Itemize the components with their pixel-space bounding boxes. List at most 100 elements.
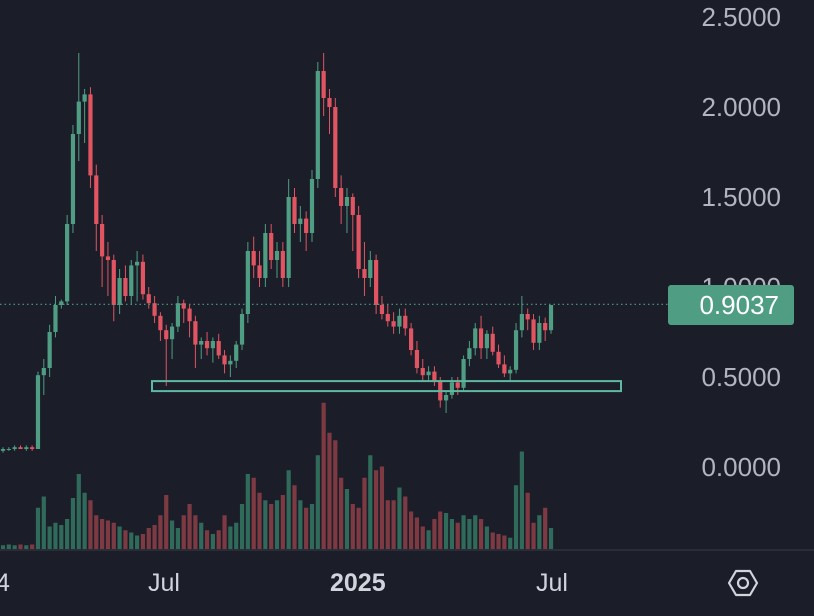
candle-body	[111, 260, 116, 305]
candle-body	[298, 218, 303, 224]
candle-body	[210, 341, 215, 349]
settings-hexagon-icon[interactable]	[727, 569, 759, 597]
volume-bar	[496, 534, 501, 549]
volume-bar	[187, 504, 192, 549]
volume-bar	[537, 515, 542, 549]
candle-body	[344, 197, 350, 206]
time-axis[interactable]: 4 Jul 2025 Jul	[0, 569, 568, 597]
volume-bar	[298, 500, 303, 549]
candle-body	[502, 364, 507, 374]
volume-bar	[251, 477, 256, 549]
volume-bar	[321, 402, 326, 549]
volume-bar	[274, 500, 280, 549]
last-price-label: 0.9037	[699, 290, 779, 320]
volume-bar	[94, 515, 99, 549]
volume-bar	[100, 519, 105, 549]
candle-body	[251, 251, 256, 266]
candle-body	[181, 303, 186, 309]
candle-body	[41, 368, 46, 376]
candle-body	[484, 333, 489, 349]
volume-bar	[59, 525, 64, 549]
volume-bars	[0, 402, 554, 549]
candle-body	[140, 261, 146, 295]
candle-body	[82, 94, 87, 102]
volume-bar	[391, 500, 396, 549]
candle-body	[280, 251, 285, 278]
volume-bar	[385, 500, 390, 549]
candle-body	[368, 260, 373, 278]
volume-bar	[374, 470, 379, 549]
volume-bar	[339, 477, 344, 549]
candle-body	[350, 197, 355, 215]
candle-body	[449, 382, 455, 395]
candle-body	[362, 269, 367, 278]
candle-body	[204, 341, 210, 349]
volume-bar	[263, 500, 268, 549]
volume-bar	[513, 485, 519, 549]
volume-bar	[420, 526, 425, 549]
volume-bar	[134, 535, 140, 549]
volume-bar	[478, 519, 484, 549]
support-zone-rectangle[interactable]	[151, 380, 622, 393]
volume-bar	[239, 504, 245, 549]
candle-body	[327, 98, 332, 107]
volume-bar	[129, 532, 134, 549]
candle-body	[129, 265, 134, 296]
candle-body	[426, 371, 431, 376]
candle-body	[321, 71, 326, 98]
candle-body	[12, 447, 17, 449]
candle-body	[473, 328, 478, 349]
volume-bar	[344, 489, 350, 549]
volume-bar	[315, 455, 320, 549]
y-tick-label: 0.0000	[701, 452, 781, 482]
candle-body	[525, 314, 530, 320]
candle-body	[333, 107, 338, 188]
candle-body	[420, 368, 425, 376]
candle-body	[94, 175, 99, 224]
candle-body	[356, 215, 361, 269]
volume-bar	[449, 519, 455, 549]
candle-body	[59, 301, 64, 305]
volume-bar	[502, 535, 507, 549]
candle-body	[467, 348, 472, 359]
volume-bar	[222, 515, 227, 549]
candle-body	[286, 197, 291, 278]
volume-bar	[269, 504, 274, 549]
candle-body	[245, 251, 250, 314]
y-tick-label: 2.5000	[701, 2, 781, 32]
volume-bar	[543, 507, 548, 549]
volume-bar	[519, 451, 524, 549]
candle-body	[234, 344, 239, 361]
volume-bar	[292, 485, 297, 549]
candle-body	[239, 314, 245, 345]
candle-body	[257, 265, 262, 278]
volume-bar	[41, 496, 46, 549]
candle-body	[508, 369, 513, 374]
volume-bar	[228, 526, 233, 549]
candle-body	[432, 371, 437, 381]
x-tick-label: 4	[0, 569, 10, 597]
volume-bar	[123, 530, 128, 549]
candle-body	[385, 314, 390, 322]
candle-body	[0, 449, 6, 451]
candle-body	[187, 308, 192, 322]
candle-body	[88, 94, 93, 176]
volume-bar	[35, 507, 41, 549]
candle-body	[292, 197, 297, 224]
volume-bar	[210, 534, 215, 549]
candle-body	[339, 188, 344, 206]
candle-body	[134, 261, 140, 266]
volume-bar	[111, 522, 116, 549]
candle-body	[315, 71, 320, 179]
candle-body	[199, 341, 204, 345]
candle-body	[513, 330, 519, 370]
candle-body	[414, 350, 420, 368]
candle-body	[158, 315, 163, 331]
price-axis[interactable]: 2.5000 2.0000 1.5000 1.0000 0.5000 0.000…	[701, 2, 781, 482]
candle-body	[409, 328, 414, 350]
volume-bar	[175, 528, 180, 549]
volume-bar	[473, 515, 478, 549]
candle-body	[443, 395, 449, 401]
x-tick-label: Jul	[536, 569, 568, 597]
